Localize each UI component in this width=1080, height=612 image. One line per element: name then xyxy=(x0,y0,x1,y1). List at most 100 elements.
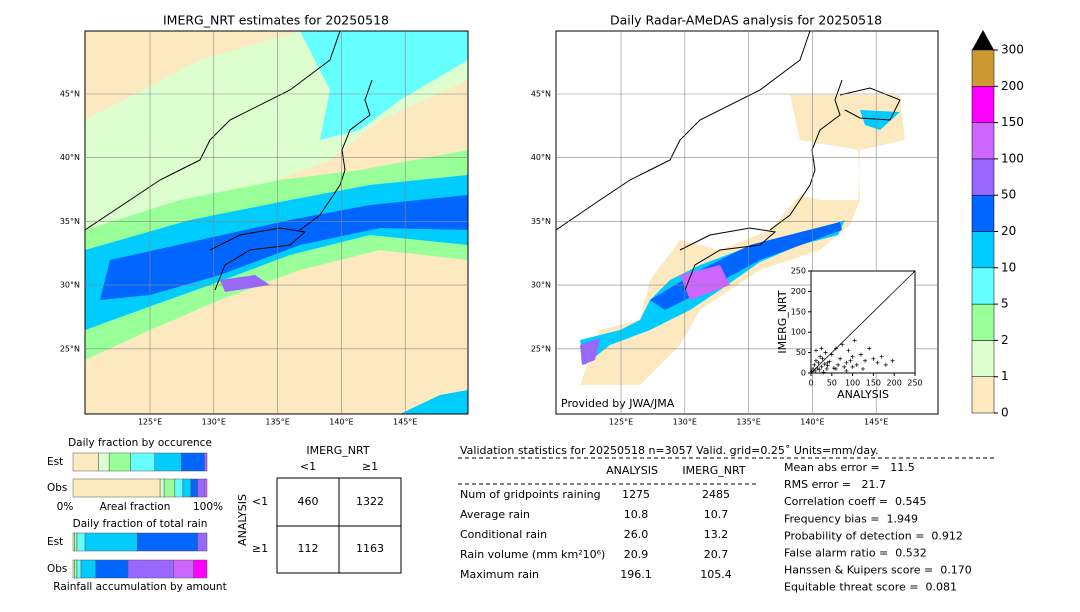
scatter-point xyxy=(818,354,823,359)
fraction-segment xyxy=(197,478,205,498)
scatter-point xyxy=(844,360,849,365)
colorbar-segment xyxy=(971,122,995,160)
scatter-point xyxy=(827,359,832,364)
contingency-cell: 460 xyxy=(298,495,319,508)
scatter-point xyxy=(831,366,836,371)
stats-value: 20.9 xyxy=(624,548,649,561)
lon-label: 125°E xyxy=(138,418,162,427)
stats-row-label: Conditional rain xyxy=(460,528,547,541)
stats-row-label: Num of gridpoints raining xyxy=(460,488,601,501)
colorbar-segment xyxy=(971,303,995,341)
scatter-point xyxy=(844,368,849,373)
y-tick-label: 100 xyxy=(791,328,806,337)
fraction-segment xyxy=(190,478,198,498)
x-tick-label: 0 xyxy=(808,379,813,388)
fraction-segment xyxy=(204,452,208,472)
scatter-point xyxy=(812,362,817,367)
lat-label: 25°N xyxy=(60,344,80,353)
fraction-segment xyxy=(84,532,138,552)
contingency-col-label: ≥1 xyxy=(362,460,378,473)
stats-score: Probability of detection = 0.912 xyxy=(784,529,963,542)
scatter-point xyxy=(821,370,826,375)
colorbar-label: 10 xyxy=(1001,260,1016,274)
scatter-point xyxy=(890,358,895,363)
contingency-row-title: ANALYSIS xyxy=(236,494,249,546)
coastlines xyxy=(85,31,901,291)
scatter-point xyxy=(875,360,880,365)
y-tick-label: 150 xyxy=(791,307,806,316)
fraction-title: Daily fraction of total rain xyxy=(73,518,208,530)
colorbar-segment xyxy=(971,158,995,196)
stats-score: Frequency bias = 1.949 xyxy=(784,512,918,525)
fraction-segment xyxy=(154,452,182,472)
lon-label: 140°E xyxy=(800,418,824,427)
stats-score: False alarm ratio = 0.532 xyxy=(784,547,927,560)
y-tick-label: 0 xyxy=(801,369,806,378)
lon-label: 145°E xyxy=(864,418,888,427)
stats-value: 2485 xyxy=(702,488,730,501)
fraction-row-label: Obs xyxy=(47,563,67,575)
colorbar-label: 150 xyxy=(1001,115,1024,129)
fraction-segment xyxy=(130,452,155,472)
stats-column: IMERG_NRT xyxy=(682,464,745,477)
stats-value: 10.8 xyxy=(624,508,649,521)
contingency-cell: 1163 xyxy=(356,542,384,555)
contingency-row-label: <1 xyxy=(252,495,268,508)
fraction-segment xyxy=(193,559,208,579)
scatter-point xyxy=(815,366,820,371)
scatter-point xyxy=(858,352,863,357)
map-frame xyxy=(84,30,469,415)
colorbar-label: 1 xyxy=(1001,369,1009,383)
scatter-point xyxy=(854,362,859,367)
fraction-segment xyxy=(182,478,192,498)
stats-score: Mean abs error = 11.5 xyxy=(784,461,915,474)
contingency-cell: 1322 xyxy=(356,495,384,508)
map-left-art xyxy=(85,31,468,414)
fraction-axis-label: 100% xyxy=(193,501,223,513)
fraction-segment xyxy=(137,532,198,552)
fraction-segment xyxy=(127,559,174,579)
scatter-point xyxy=(883,362,888,367)
scatter-point xyxy=(816,360,821,365)
scatter-point xyxy=(817,367,822,372)
colorbar-label: 50 xyxy=(1001,188,1016,202)
map-title: IMERG_NRT estimates for 20250518 xyxy=(163,13,389,28)
fraction-row-label: Est xyxy=(47,536,63,548)
lat-label: 45°N xyxy=(531,90,551,99)
stats-value: 10.7 xyxy=(704,508,729,521)
stats-score: Hanssen & Kuipers score = 0.170 xyxy=(784,564,972,577)
lon-label: 140°E xyxy=(329,418,353,427)
stats-header: Validation statistics for 20250518 n=305… xyxy=(460,444,879,457)
map-frame xyxy=(555,30,939,415)
x-tick-label: 250 xyxy=(907,379,922,388)
stats-value: 196.1 xyxy=(620,568,652,581)
contingency-cell: 112 xyxy=(298,542,319,555)
scatter-point xyxy=(833,346,838,351)
scatter-point xyxy=(819,346,824,351)
fraction-caption: Rainfall accumulation by amount xyxy=(53,581,226,593)
map-title: Daily Radar-AMeDAS analysis for 20250518 xyxy=(610,13,882,28)
stats-row-label: Maximum rain xyxy=(460,568,539,581)
diagonal xyxy=(810,270,916,374)
colorbar-segment xyxy=(971,49,995,87)
lon-label: 135°E xyxy=(736,418,760,427)
y-tick-label: 250 xyxy=(791,267,806,276)
fraction-segment xyxy=(173,559,194,579)
fraction-segment xyxy=(174,478,184,498)
x-tick-label: 200 xyxy=(887,379,902,388)
colorbar-segment xyxy=(971,194,995,232)
scatter-point xyxy=(861,366,865,371)
lat-label: 30°N xyxy=(60,281,80,290)
stats-score: Equitable threat score = 0.081 xyxy=(784,581,957,594)
fraction-segment xyxy=(74,532,78,552)
x-tick-label: 50 xyxy=(827,379,837,388)
stats-value: 1275 xyxy=(622,488,650,501)
x-tick-label: 150 xyxy=(866,379,881,388)
colorbar-label: 200 xyxy=(1001,79,1024,93)
scatter-point xyxy=(879,354,884,359)
scatter-point xyxy=(840,342,845,347)
colorbar-label: 0 xyxy=(1001,406,1009,420)
fraction-axis-label: 0% xyxy=(57,501,74,513)
stats-score: Correlation coeff = 0.545 xyxy=(784,495,926,508)
lon-label: 130°E xyxy=(673,418,697,427)
